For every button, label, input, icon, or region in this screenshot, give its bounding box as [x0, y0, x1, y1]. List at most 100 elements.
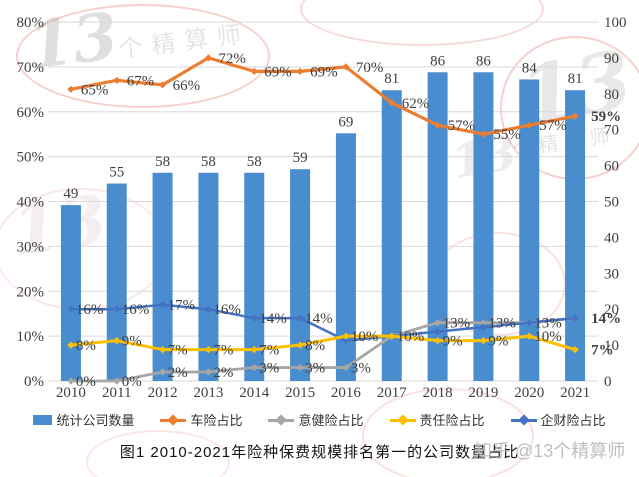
line-value-label: 10%	[534, 329, 562, 345]
line-value-label: 13%	[534, 316, 562, 332]
line-value-label: 14%	[591, 311, 621, 327]
line-point-marker	[388, 332, 396, 340]
line-value-label: 13%	[488, 316, 515, 332]
line-value-label: 14%	[305, 311, 333, 327]
line-value-label: 14%	[259, 311, 287, 327]
right-axis-tick: 70	[604, 123, 619, 139]
line-point-marker	[433, 328, 442, 336]
line-value-label: 70%	[356, 60, 384, 76]
line-point-marker	[388, 99, 396, 107]
line-point-marker	[433, 337, 442, 345]
line-point-marker	[525, 319, 533, 327]
left-axis-tick: 30%	[17, 239, 45, 255]
line-point-marker	[571, 112, 579, 120]
line-value-label: 17%	[168, 298, 196, 314]
bar	[244, 172, 265, 381]
legend-marker	[517, 413, 530, 426]
bar	[106, 183, 127, 381]
line-point-marker	[525, 121, 533, 129]
line-point-marker	[158, 81, 167, 89]
line-value-label: 72%	[218, 51, 246, 67]
line-value-label: 57%	[539, 118, 567, 134]
bar	[152, 172, 173, 381]
legend-item-3: 责任险占比	[389, 410, 485, 429]
line-value-label: 2%	[168, 365, 188, 381]
line-point-marker	[479, 319, 488, 327]
x-axis-label: 2015	[285, 385, 315, 401]
left-axis-tick: 60%	[17, 105, 45, 121]
x-axis-label: 2019	[468, 385, 498, 401]
line-point-marker	[67, 85, 75, 93]
left-axis-tick: 70%	[17, 60, 45, 76]
x-axis-label: 2014	[239, 385, 270, 401]
line-value-label: 0%	[122, 374, 142, 390]
line-value-label: 7%	[259, 343, 279, 359]
bar	[198, 172, 219, 381]
line-value-label: 65%	[81, 82, 109, 98]
line-point-marker	[571, 314, 579, 322]
chart-legend: 统计公司数量 车险占比 意健险占比 责任险占比 企财险占比	[0, 410, 639, 429]
x-axis-label: 2012	[148, 385, 178, 401]
line-point-marker	[204, 54, 213, 62]
line-point-marker	[250, 345, 258, 354]
legend-item-0: 统计公司数量	[33, 410, 134, 429]
line-value-label: 9%	[488, 334, 508, 350]
line-point-marker	[479, 323, 488, 331]
legend-label: 统计公司数量	[56, 413, 135, 428]
legend-bar-swatch	[33, 414, 53, 425]
line-value-label: 8%	[76, 338, 96, 354]
legend-item-2: 意健险占比	[268, 410, 364, 429]
line-point-marker	[158, 345, 167, 354]
line-point-marker	[342, 363, 350, 372]
line-value-label: 7%	[591, 343, 614, 359]
line-point-marker	[342, 332, 350, 340]
line-series	[70, 303, 576, 342]
x-axis-label: 2011	[102, 385, 131, 401]
bar-value-label: 49	[63, 186, 78, 202]
line-point-marker	[479, 130, 488, 138]
legend-line-swatch	[268, 413, 295, 426]
bar	[519, 79, 540, 381]
left-axis-tick: 80%	[17, 15, 45, 31]
legend-label: 车险占比	[190, 413, 243, 428]
line-value-label: 9%	[122, 334, 142, 350]
line-point-marker	[296, 314, 304, 322]
line-value-label: 16%	[122, 302, 150, 318]
bar-value-label: 58	[247, 154, 262, 170]
line-value-label: 66%	[173, 78, 201, 94]
line-point-marker	[250, 314, 258, 322]
line-point-marker	[479, 337, 488, 345]
line-value-label: 10%	[397, 329, 425, 345]
line-point-marker	[204, 305, 213, 313]
x-axis-label: 2016	[331, 385, 362, 401]
legend-label: 企财险占比	[540, 413, 606, 428]
left-axis-tick: 20%	[17, 284, 45, 300]
line-value-label: 55%	[493, 127, 520, 143]
line-point-marker	[113, 337, 121, 345]
bar-value-label: 58	[155, 154, 170, 170]
x-axis-label: 2017	[377, 385, 408, 401]
bar-value-label: 55	[109, 165, 124, 181]
line-point-marker	[113, 377, 121, 385]
line-value-label: 59%	[591, 109, 621, 125]
bar-value-label: 81	[384, 71, 399, 87]
line-point-marker	[158, 368, 167, 376]
line-value-label: 16%	[213, 302, 241, 318]
line-point-marker	[67, 305, 75, 313]
line-point-marker	[250, 67, 258, 75]
x-axis-label: 2018	[423, 385, 453, 401]
legend-marker	[396, 413, 409, 426]
line-point-marker	[433, 121, 442, 129]
line-point-marker	[525, 332, 533, 340]
line-point-marker	[296, 341, 304, 349]
line-point-marker	[296, 363, 304, 372]
line-value-label: 69%	[310, 64, 338, 80]
right-axis-tick: 100	[604, 15, 627, 31]
line-point-marker	[158, 301, 167, 309]
line-series	[70, 56, 576, 136]
left-axis-tick: 40%	[17, 195, 45, 211]
bar-value-label: 86	[430, 53, 446, 69]
line-value-label: 3%	[351, 361, 371, 377]
